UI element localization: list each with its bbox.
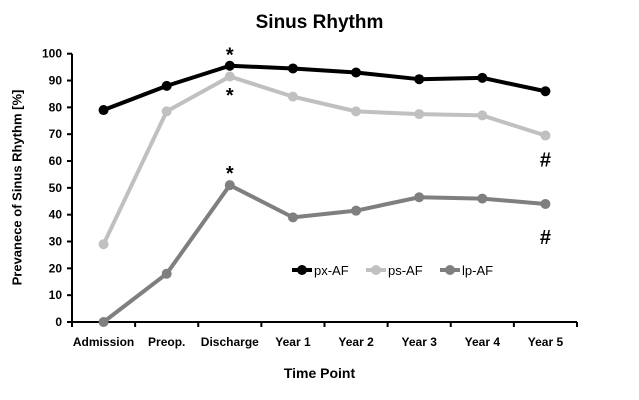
series-lp-AF [98, 180, 551, 327]
series-ps-AF [98, 71, 551, 250]
significance-marker: # [540, 227, 551, 249]
data-point [540, 198, 551, 209]
y-tick-label: 10 [49, 288, 63, 302]
x-tick-label: Preop. [148, 335, 185, 349]
data-point [287, 212, 298, 223]
data-point [161, 106, 172, 117]
significance-marker: # [540, 149, 551, 171]
data-point [540, 130, 551, 141]
data-point [540, 86, 551, 97]
x-tick-label: Year 5 [528, 335, 564, 349]
data-point [161, 268, 172, 279]
significance-marker: * [226, 45, 234, 67]
x-tick-label: Year 4 [465, 335, 501, 349]
y-tick-label: 90 [49, 74, 63, 88]
data-point [477, 72, 488, 83]
legend-label: ps-AF [388, 263, 423, 278]
legend: px-AF ps-AF lp-AF [292, 263, 493, 278]
data-point [287, 63, 298, 74]
series-px-AF [98, 60, 551, 116]
significance-marker: * [226, 85, 234, 107]
x-tick-label: Year 3 [402, 335, 438, 349]
data-point [224, 60, 235, 71]
data-point [98, 317, 109, 327]
data-point [224, 180, 235, 191]
data-point [287, 91, 298, 102]
y-tick-label: 20 [49, 261, 63, 275]
data-point [161, 80, 172, 91]
x-tick-label: Admission [73, 335, 134, 349]
data-point [414, 109, 425, 120]
data-point [414, 74, 425, 85]
y-tick-label: 60 [49, 154, 63, 168]
y-tick-label: 40 [49, 208, 63, 222]
data-point [351, 106, 362, 117]
data-point [224, 71, 235, 82]
significance-marker: * [226, 163, 234, 185]
data-point [351, 205, 362, 216]
data-point [414, 192, 425, 203]
data-point [98, 105, 109, 116]
y-tick-label: 50 [49, 181, 63, 195]
y-tick-label: 0 [55, 315, 62, 329]
data-point [477, 110, 488, 121]
data-point [351, 67, 362, 78]
legend-label: lp-AF [462, 263, 493, 278]
x-tick-label: Year 1 [275, 335, 311, 349]
x-axis-label: Time Point [283, 365, 356, 381]
chart-title: Sinus Rhythm [255, 12, 384, 33]
y-tick-label: 80 [49, 100, 63, 114]
x-tick-label: Year 2 [338, 335, 374, 349]
legend-label: px-AF [314, 263, 349, 278]
x-tick-label: Discharge [201, 335, 259, 349]
y-tick-label: 30 [49, 235, 63, 249]
y-tick-label: 100 [42, 47, 62, 61]
y-tick-label: 70 [49, 127, 63, 141]
data-point [98, 239, 109, 250]
data-point [477, 193, 488, 204]
